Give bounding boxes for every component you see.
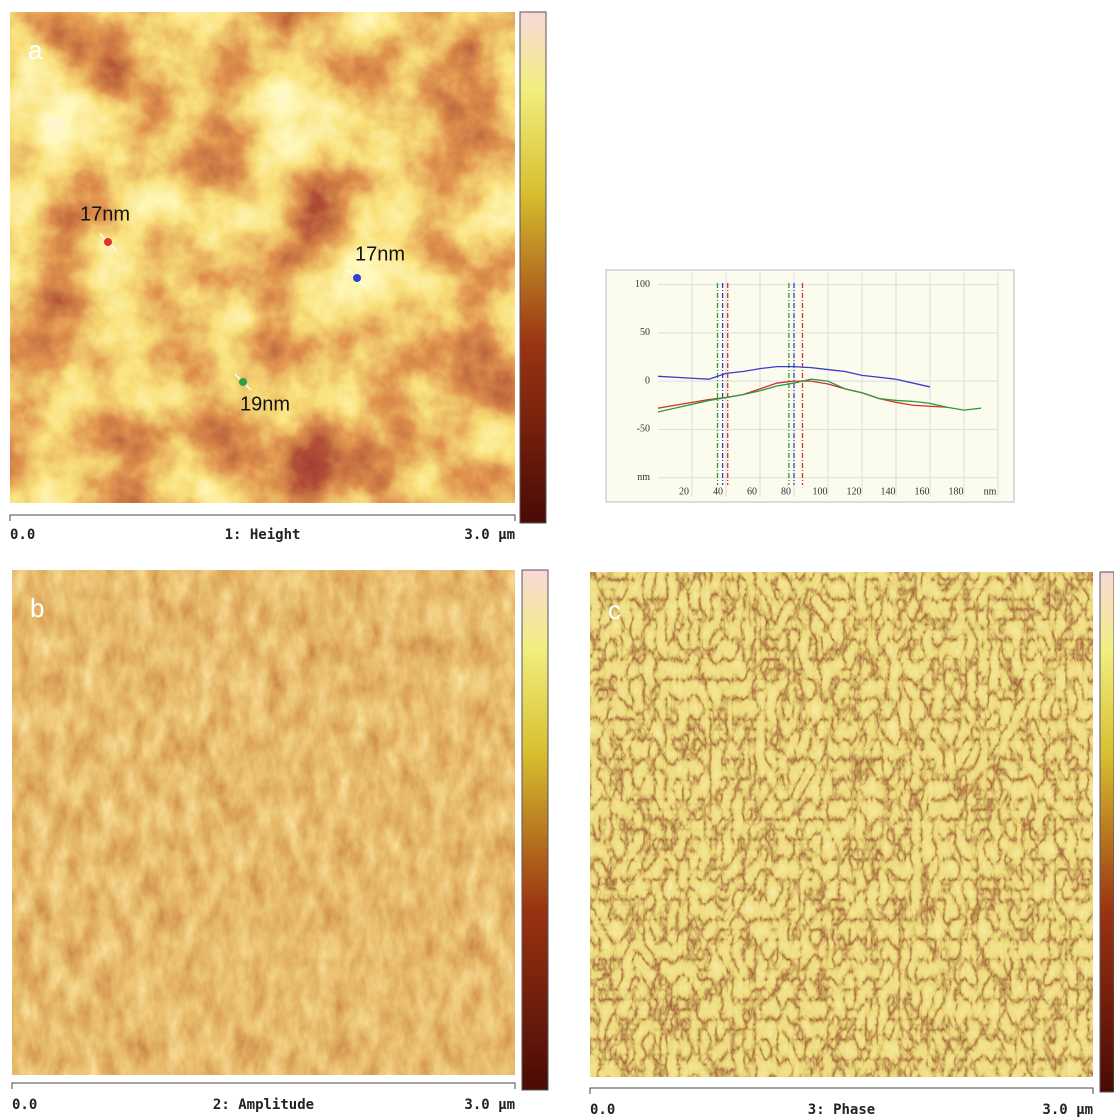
x-tick-label: 60 <box>747 486 757 497</box>
panel-caption: 3: Phase <box>808 1102 875 1118</box>
x-tick-label: 120 <box>847 486 862 497</box>
y-tick-label: 100 <box>635 279 650 290</box>
scale-start: 0.0 <box>590 1102 615 1118</box>
height-annotation: 19nm <box>240 393 290 415</box>
x-tick-label: 160 <box>915 486 930 497</box>
profile-marker <box>239 378 247 386</box>
color-bar <box>520 12 546 523</box>
panel-caption: 1: Height <box>225 527 301 543</box>
figure: a 0.0 1: Height 3.0 µm b 0.0 2: Amplitude 3.0 µ… <box>0 0 1114 1119</box>
color-bar <box>1100 572 1114 1092</box>
x-tick-label: 40 <box>713 486 723 497</box>
x-tick-label: 140 <box>881 486 896 497</box>
afm-image <box>12 570 515 1075</box>
panel-label: c <box>608 595 621 625</box>
scale-end: 3.0 µm <box>1042 1102 1093 1118</box>
y-tick-label: -50 <box>637 424 650 435</box>
x-tick-label: 80 <box>781 486 791 497</box>
y-tick-label: nm <box>637 472 650 483</box>
profile-marker <box>353 274 361 282</box>
scale-bar <box>10 515 515 521</box>
scale-bar <box>12 1083 515 1089</box>
x-tick-label: 100 <box>813 486 828 497</box>
afm-image <box>590 572 1093 1077</box>
scale-bar <box>590 1088 1093 1094</box>
scale-end: 3.0 µm <box>464 527 515 543</box>
panel-label: a <box>28 35 43 65</box>
y-tick-label: 50 <box>640 327 650 338</box>
afm-image <box>10 12 515 503</box>
panel-caption: 2: Amplitude <box>213 1097 314 1113</box>
x-tick-label: nm <box>984 486 997 497</box>
panel-label: b <box>30 593 44 623</box>
height-annotation: 17nm <box>80 203 130 225</box>
scale-end: 3.0 µm <box>464 1097 515 1113</box>
scale-start: 0.0 <box>10 527 35 543</box>
height-annotation: 17nm <box>355 243 405 265</box>
profile-marker <box>104 238 112 246</box>
chart-frame <box>606 270 1014 502</box>
color-bar <box>522 570 548 1090</box>
y-tick-label: 0 <box>645 375 650 386</box>
x-tick-label: 20 <box>679 486 689 497</box>
scale-start: 0.0 <box>12 1097 37 1113</box>
x-tick-label: 180 <box>949 486 964 497</box>
